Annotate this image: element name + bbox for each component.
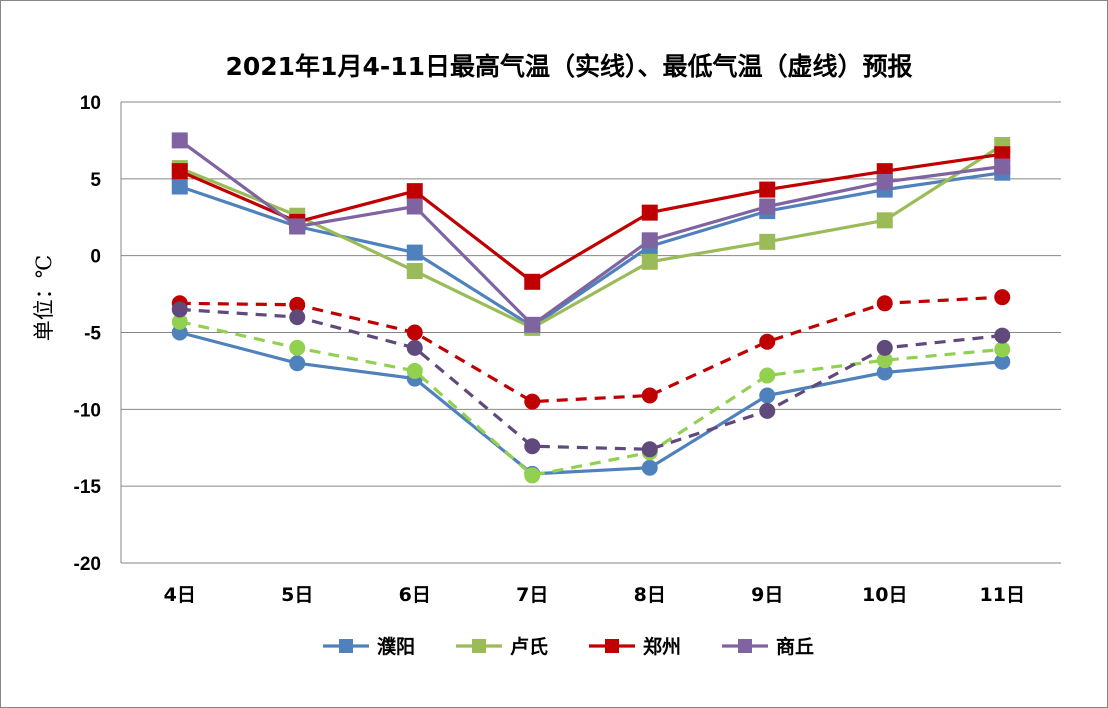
data-point-marker — [994, 341, 1011, 358]
y-axis-label: 单位：℃ — [32, 255, 56, 342]
data-point-marker — [876, 212, 893, 229]
chart-title: 2021年1月4-11日最高气温（实线）、最低气温（虚线）预报 — [225, 52, 912, 81]
y-tick-label: 10 — [80, 93, 101, 114]
data-point-marker — [406, 263, 423, 280]
data-point-marker — [876, 295, 893, 312]
series-line — [179, 295, 1003, 404]
data-point-marker — [289, 309, 306, 326]
legend-swatch-marker — [472, 639, 486, 653]
series-line — [178, 139, 1003, 327]
y-tick-label: -15 — [74, 477, 102, 498]
axes: 10 5 0 -5 -10 -15 -20 4日 5日 6日 7日 8日 9日 10日 11日 — [74, 93, 1061, 606]
data-point-marker — [289, 218, 306, 235]
x-tick-label: 11日 — [980, 584, 1025, 606]
x-tick-label: 5日 — [281, 584, 313, 606]
data-point-marker — [171, 163, 188, 180]
legend-label: 卢氏 — [510, 635, 548, 658]
series-low-商丘 — [171, 301, 1011, 458]
legend: 濮阳 卢氏 郑州 商丘 — [323, 635, 814, 658]
series-group — [171, 132, 1011, 484]
series-line — [179, 152, 1003, 284]
y-tick-label: -10 — [74, 400, 101, 421]
y-tick-label: -5 — [84, 324, 101, 345]
data-point-marker — [406, 362, 423, 379]
series-line — [179, 307, 1003, 451]
legend-swatch-marker — [339, 639, 353, 653]
data-point-marker — [524, 273, 541, 290]
data-point-marker — [406, 183, 423, 200]
data-point-marker — [994, 289, 1011, 306]
data-point-marker — [759, 402, 776, 419]
data-point-marker — [759, 367, 776, 384]
legend-swatch-marker — [605, 639, 619, 653]
legend-swatch-marker — [738, 639, 752, 653]
series-line — [179, 330, 1003, 476]
series-high-商丘 — [171, 132, 1011, 333]
data-point-marker — [641, 232, 658, 249]
data-point-marker — [994, 158, 1011, 175]
legend-item: 濮阳 — [323, 635, 415, 658]
data-point-marker — [759, 333, 776, 350]
x-tick-label: 8日 — [634, 584, 666, 606]
data-point-marker — [641, 253, 658, 270]
data-point-marker — [641, 459, 658, 476]
data-point-marker — [289, 339, 306, 356]
series-low-卢氏 — [171, 313, 1011, 484]
data-point-marker — [406, 198, 423, 215]
x-tick-label: 7日 — [516, 584, 548, 606]
data-point-marker — [406, 324, 423, 341]
data-point-marker — [171, 178, 188, 195]
data-point-marker — [524, 438, 541, 455]
data-point-marker — [759, 387, 776, 404]
data-point-marker — [171, 132, 188, 149]
data-point-marker — [406, 339, 423, 356]
legend-item: 商丘 — [722, 635, 814, 658]
legend-label: 濮阳 — [377, 635, 415, 658]
data-point-marker — [759, 233, 776, 250]
y-tick-label: 5 — [90, 170, 101, 191]
data-point-marker — [759, 181, 776, 198]
x-tick-label: 10日 — [862, 584, 907, 606]
data-point-marker — [171, 301, 188, 318]
x-tick-label: 6日 — [399, 584, 431, 606]
series-line — [179, 171, 1003, 328]
data-point-marker — [876, 173, 893, 190]
series-line — [179, 143, 1004, 330]
legend-label: 商丘 — [776, 635, 814, 658]
y-tick-label: 0 — [90, 247, 101, 268]
x-tick-label: 9日 — [751, 584, 783, 606]
data-point-marker — [524, 316, 541, 333]
data-point-marker — [524, 467, 541, 484]
series-line — [179, 320, 1003, 477]
data-point-marker — [524, 393, 541, 410]
data-point-marker — [406, 244, 423, 261]
data-point-marker — [641, 441, 658, 458]
data-point-marker — [641, 204, 658, 221]
series-high-郑州 — [171, 146, 1011, 290]
x-tick-label: 4日 — [164, 584, 196, 606]
y-tick-label: -20 — [74, 554, 101, 575]
legend-item: 郑州 — [589, 636, 681, 658]
legend-item: 卢氏 — [456, 635, 548, 658]
data-point-marker — [289, 355, 306, 372]
data-point-marker — [994, 327, 1011, 344]
data-point-marker — [759, 198, 776, 215]
data-point-marker — [876, 339, 893, 356]
legend-label: 郑州 — [643, 636, 681, 658]
data-point-marker — [641, 387, 658, 404]
gridlines — [121, 101, 1061, 487]
